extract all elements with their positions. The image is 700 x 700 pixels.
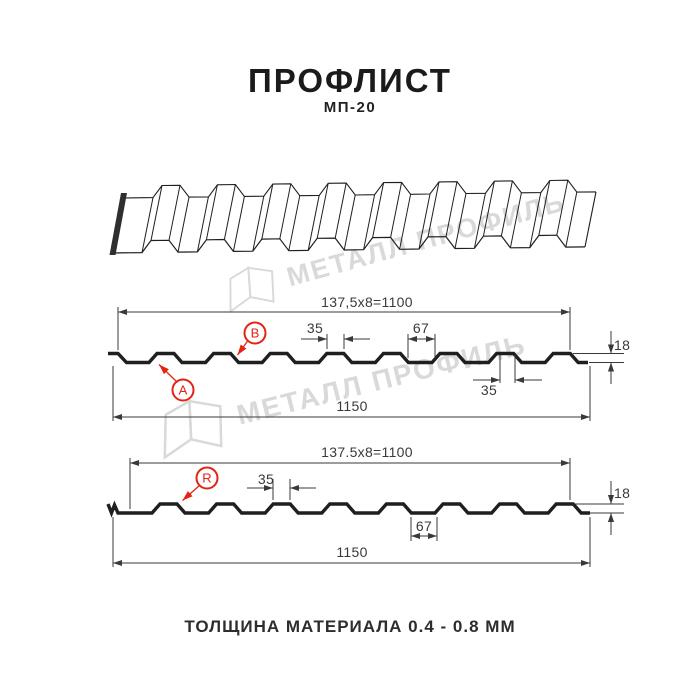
sheet-back-edge: [122, 179, 597, 199]
callout-r: R: [202, 471, 211, 486]
callout-leader: [158, 364, 178, 383]
sheet-rib-edge: [565, 192, 578, 248]
sheet-rib-edge: [232, 196, 245, 252]
sheet-rib-edge: [343, 194, 356, 251]
dim-overlap-label: 35: [481, 382, 497, 398]
sheet-rib-edge: [482, 181, 495, 237]
metall-profil-logo-icon: [229, 266, 275, 314]
page-subtitle: МП-20: [323, 99, 377, 116]
sheet-rib-edge: [538, 180, 551, 236]
sheet-rib-edge: [363, 194, 376, 250]
callout-leader: [182, 485, 200, 501]
profile-outline: [108, 351, 588, 365]
dim-height-label: 18: [614, 337, 630, 353]
dim-valley-label: 67: [413, 320, 429, 336]
sheet-rib-edge: [454, 193, 467, 249]
logo-fold-right: [188, 399, 223, 448]
dim-ribtop-label: 35: [258, 471, 274, 487]
sheet-right-edge: [584, 191, 597, 248]
dim-total-label: 1150: [336, 398, 367, 414]
callout-b: B: [251, 326, 260, 341]
callout-leader: [236, 340, 249, 356]
dim-span-label: 137.5x8=1100: [321, 444, 413, 460]
sheet-rib-edge: [473, 193, 486, 249]
sheet-rib-edge: [372, 182, 385, 238]
sheet-rib-edge: [279, 183, 292, 239]
thickness-note: ТОЛЩИНА МАТЕРИАЛА 0.4 - 0.8 ММ: [184, 617, 516, 636]
sheet-rib-edge: [334, 183, 347, 239]
sheet-rib-edge: [141, 197, 154, 253]
callout-a: A: [179, 383, 188, 398]
sheet-cut-edge: [109, 193, 127, 255]
sheet-front-edge: [111, 234, 586, 254]
profile-section-top: [108, 351, 588, 365]
callout-leaders: [158, 321, 267, 501]
watermark: МЕТАЛЛ ПРОФИЛЬ: [216, 179, 571, 318]
sheet-3d-view: [109, 179, 597, 255]
sheet-rib-edge: [427, 181, 440, 237]
sheet-rib-edge: [168, 185, 181, 241]
dimension-labels: 137,5x8=1100 35 67 18 35 1150 137.5x8=11…: [258, 294, 630, 560]
sheet-rib-edge: [529, 192, 542, 248]
sheet-rib-edge: [556, 180, 569, 236]
sheet-rib-edge: [399, 194, 412, 250]
dim-valley-label: 67: [416, 518, 432, 534]
dim-span-label: 137,5x8=1100: [321, 294, 413, 310]
sheet-rib-edge: [261, 184, 274, 240]
sheet-rib-edge: [288, 195, 301, 251]
profile-outline: [106, 500, 590, 518]
sheet-rib-edge: [177, 197, 190, 253]
page-title: ПРОФЛИСТ: [248, 62, 452, 99]
sheet-rib-edge: [500, 180, 513, 236]
dim-height-label: 18: [614, 485, 630, 501]
sheet-rib-edge: [196, 196, 209, 252]
profile-section-bottom: [106, 500, 590, 518]
callout-letters: A B R: [179, 326, 260, 486]
sheet-rib-edge: [445, 181, 458, 237]
watermark: МЕТАЛЛ ПРОФИЛЬ: [147, 315, 533, 466]
sheet-rib-edge: [418, 193, 431, 250]
sheet-rib-edge: [150, 185, 163, 241]
dimensions-top: [112, 307, 624, 421]
sheet-rib-edge: [307, 195, 320, 251]
sheet-rib-edge: [205, 184, 218, 240]
callout-circle: [243, 321, 267, 345]
callout-circle: [171, 378, 195, 402]
sheet-rib-edge: [509, 192, 522, 248]
dim-ribtop-label: 35: [307, 320, 323, 336]
sheet-rib-edge: [390, 182, 403, 238]
sheet-rib-edge: [223, 184, 236, 240]
dim-total-label: 1150: [336, 544, 367, 560]
sheet-rib-edge: [252, 196, 265, 252]
dimensions-bottom: [112, 458, 624, 567]
metall-profil-logo-icon: [163, 399, 223, 460]
sheet-rib-edge: [316, 183, 329, 239]
logo-fold-right: [247, 266, 275, 303]
callout-circle: [195, 466, 219, 490]
